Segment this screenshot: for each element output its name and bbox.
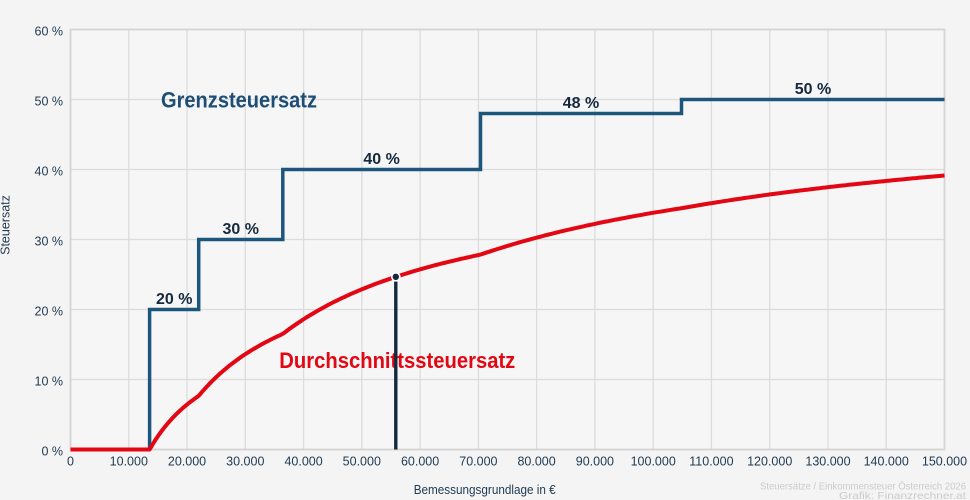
svg-text:0: 0	[67, 455, 74, 469]
svg-text:10 %: 10 %	[35, 374, 64, 388]
svg-text:50 %: 50 %	[35, 94, 64, 108]
svg-text:120.000: 120.000	[747, 455, 792, 469]
svg-text:30 %: 30 %	[222, 221, 258, 238]
svg-text:Grenzsteuersatz: Grenzsteuersatz	[161, 88, 317, 113]
svg-text:20 %: 20 %	[156, 291, 192, 308]
svg-text:60.000: 60.000	[401, 455, 439, 469]
svg-text:30.000: 30.000	[226, 455, 264, 469]
svg-text:130.000: 130.000	[805, 455, 850, 469]
svg-text:Steuersatz: Steuersatz	[0, 195, 13, 255]
svg-text:40 %: 40 %	[363, 151, 399, 168]
svg-text:20.000: 20.000	[168, 455, 206, 469]
svg-text:20 %: 20 %	[35, 304, 64, 318]
svg-text:Bemessungsgrundlage in €: Bemessungsgrundlage in €	[414, 483, 556, 497]
svg-text:40 %: 40 %	[35, 164, 64, 178]
svg-text:50.000: 50.000	[343, 455, 381, 469]
svg-text:10.000: 10.000	[110, 455, 148, 469]
svg-text:50 %: 50 %	[795, 81, 831, 98]
svg-text:100.000: 100.000	[631, 455, 676, 469]
svg-text:150.000: 150.000	[922, 455, 967, 469]
svg-text:90.000: 90.000	[576, 455, 614, 469]
svg-text:30 %: 30 %	[35, 234, 64, 248]
svg-text:0 %: 0 %	[41, 444, 63, 458]
svg-text:60 %: 60 %	[35, 24, 64, 38]
svg-text:70.000: 70.000	[459, 455, 497, 469]
svg-text:140.000: 140.000	[864, 455, 909, 469]
svg-text:48 %: 48 %	[563, 95, 599, 112]
svg-text:Grafik: Finanzrechner.at: Grafik: Finanzrechner.at	[839, 490, 966, 500]
svg-text:110.000: 110.000	[689, 455, 733, 469]
svg-text:Steuersätze / Einkommensteuer: Steuersätze / Einkommensteuer Österreich…	[760, 481, 966, 493]
svg-text:80.000: 80.000	[517, 455, 555, 469]
svg-text:40.000: 40.000	[284, 455, 322, 469]
